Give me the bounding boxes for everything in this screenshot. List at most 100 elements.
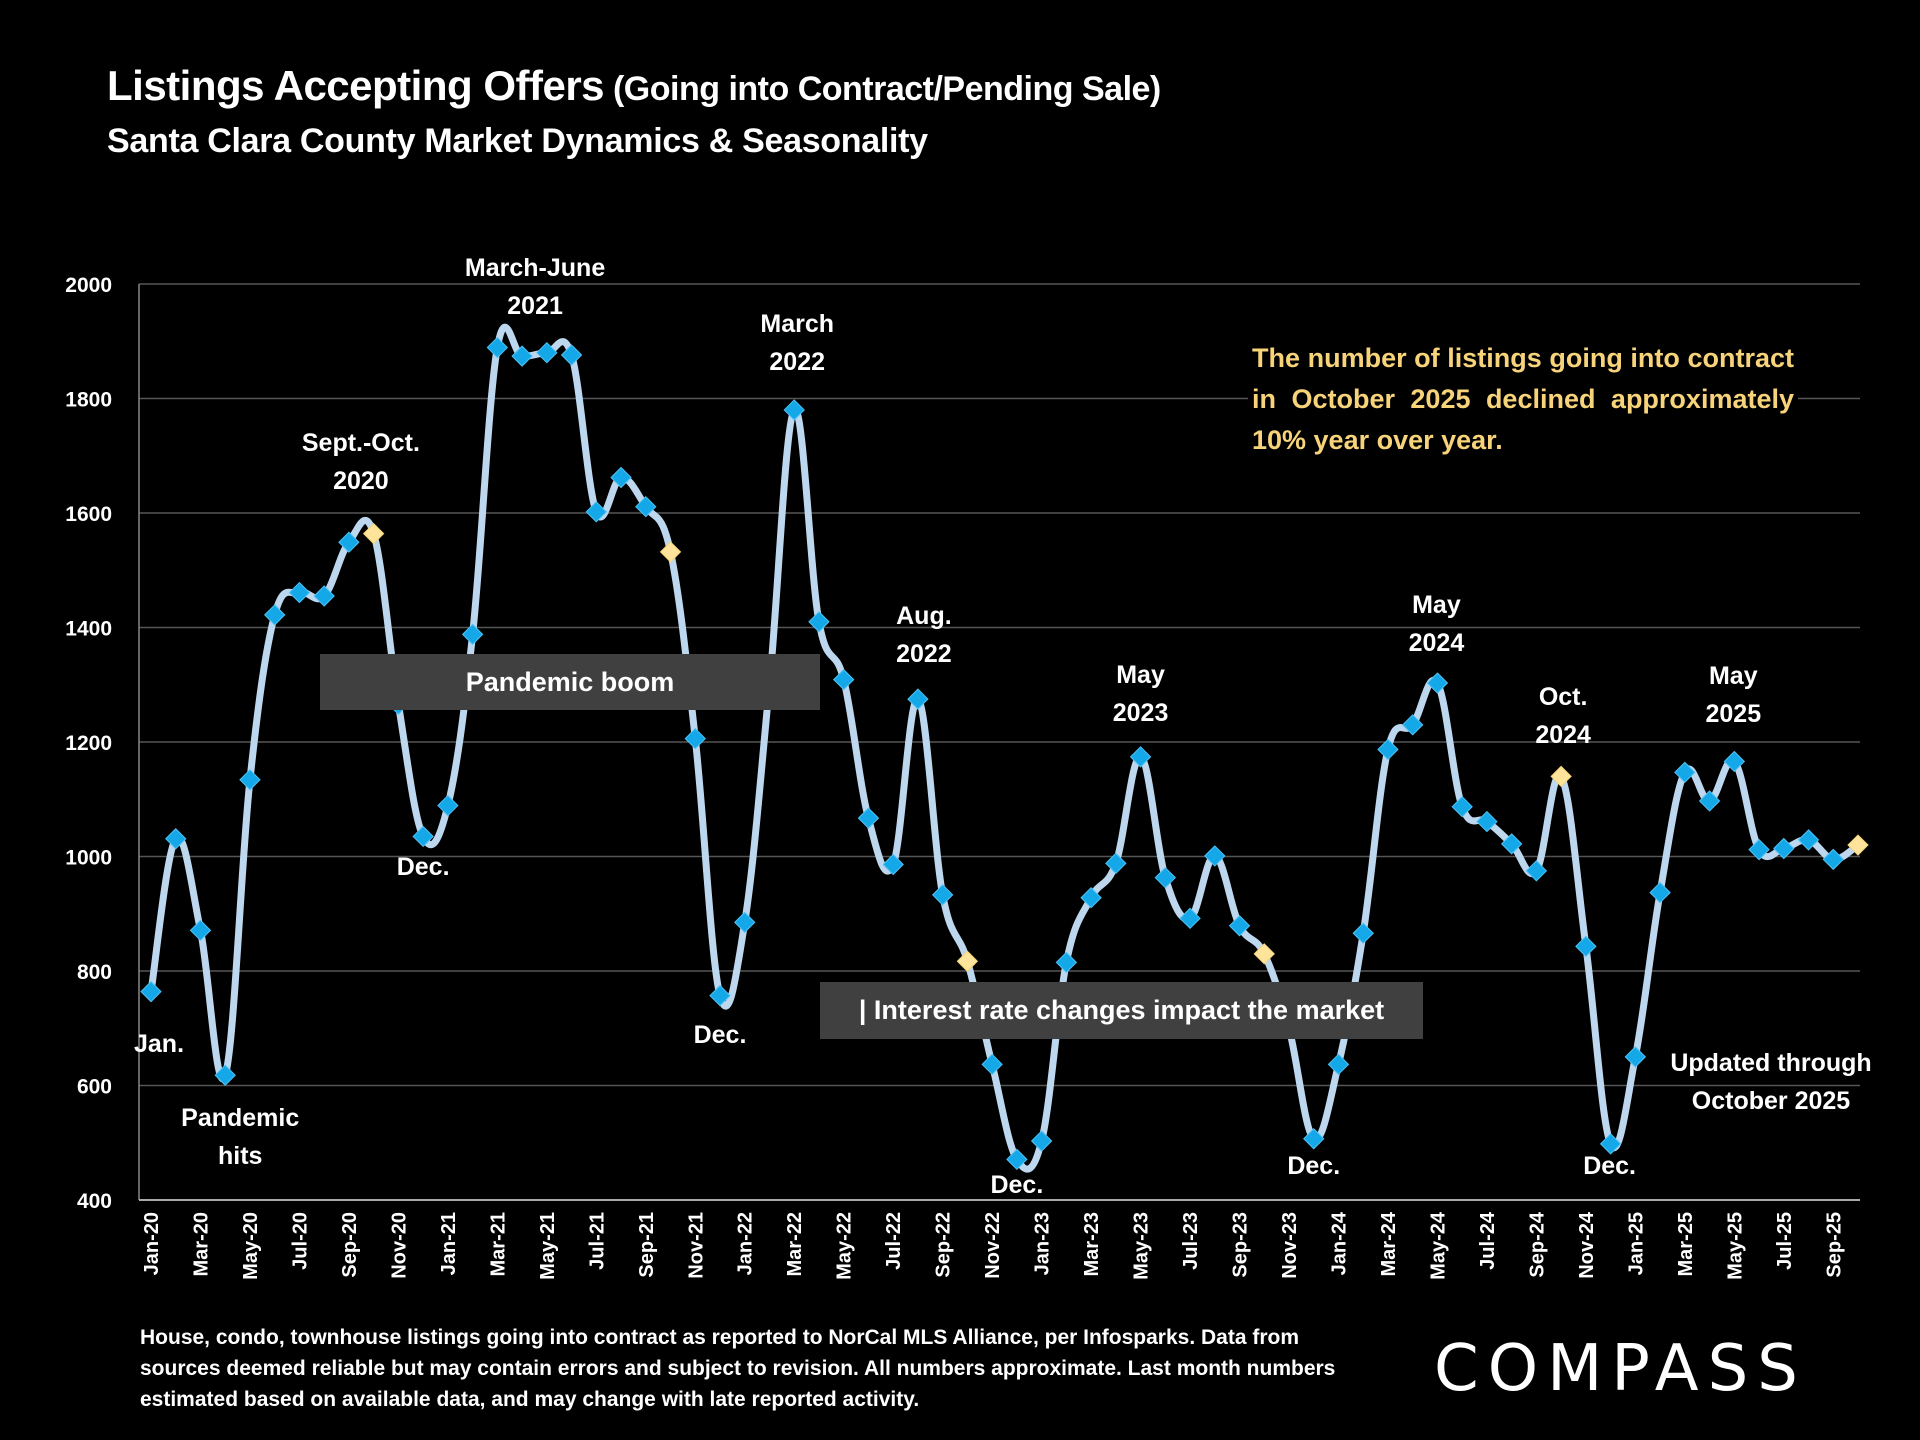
x-tick-label: Mar-21 [487,1212,509,1276]
annotation-label: May [1116,661,1165,689]
annotation-label: 2020 [333,467,389,495]
y-tick-label: 1400 [65,618,112,641]
x-tick-label: Mar-24 [1378,1211,1400,1276]
x-tick-label: Jan-24 [1328,1211,1350,1275]
compass-logo: COMPASS [1434,1332,1807,1406]
source-footnote: House, condo, townhouse listings going i… [140,1326,1336,1411]
data-point [1055,951,1078,974]
x-tick-label: Sep-25 [1823,1212,1845,1278]
annotation-label: Dec. [1287,1152,1340,1180]
data-point [1525,860,1548,882]
annotations: Jan. Pandemic hits Sept.-Oct. 2020 Dec. March-… [134,254,1872,1199]
data-point [808,611,830,633]
annotation-label: hits [218,1142,262,1170]
data-point [610,466,632,489]
x-tick-label: Jul-21 [586,1212,608,1270]
y-tick-label: 400 [77,1190,112,1213]
y-tick-label: 1800 [65,389,112,412]
annotation-label: Dec. [694,1021,747,1049]
annotation-label: March-June [465,254,605,282]
x-tick-label: Mar-25 [1675,1212,1697,1276]
x-tick-label: Nov-23 [1279,1212,1301,1279]
annotation-label: 2022 [896,640,952,668]
data-point [437,794,459,817]
data-point [1006,1148,1028,1171]
x-tick-label: May-21 [537,1212,559,1280]
data-point [412,825,434,848]
data-point [511,345,533,367]
data-point [931,884,954,906]
data-point [461,623,484,646]
data-point [313,585,335,607]
data-point-highlight [1847,834,1869,856]
annotation-label: Dec. [397,853,450,881]
chart-title: Listings Accepting Offers (Going into Co… [107,62,1161,110]
data-point [1748,838,1770,861]
data-point [734,911,756,934]
data-point [1674,761,1696,784]
x-tick-label: Sep-23 [1230,1212,1252,1278]
data-point [709,984,731,1007]
data-point [684,727,706,750]
annotation-label: March [760,310,834,338]
data-point [140,980,162,1003]
data-point [1797,829,1820,851]
x-tick-label: May-25 [1724,1212,1746,1280]
data-point [1822,848,1844,871]
x-tick-label: Mar-23 [1081,1212,1103,1276]
data-point [585,501,608,523]
chart-title-suffix: (Going into Contract/Pending Sale) [604,70,1161,108]
x-tick-label: Nov-20 [388,1212,410,1279]
annotation-label: Jan. [134,1030,184,1058]
data-point [486,336,509,359]
data-point-highlight [362,522,385,545]
annotation-label: Dec. [1583,1152,1636,1180]
annotation-label: October 2025 [1692,1087,1851,1115]
x-tick-label: Jan-23 [1032,1212,1054,1275]
x-tick-label: Jul-20 [289,1212,311,1270]
x-tick-label: Jul-24 [1477,1211,1499,1270]
annotation-label: May [1709,662,1758,690]
chart-subtitle: Santa Clara County Market Dynamics & Sea… [107,122,928,160]
x-tick-label: Nov-21 [685,1212,707,1279]
data-point [239,769,261,791]
data-point [635,495,657,518]
annotation-label: 2025 [1705,700,1761,728]
data-point [1377,738,1399,761]
y-tick-label: 1200 [65,732,112,755]
x-tick-label: Mar-20 [190,1212,212,1276]
data-point [1327,1053,1350,1076]
annotation-label: 2024 [1409,629,1465,657]
data-point [1500,833,1523,855]
annotation-label: Dec. [990,1171,1043,1199]
annotation-label: Oct. [1539,683,1588,711]
x-tick-label: May-24 [1427,1211,1449,1280]
data-point [1599,1133,1622,1155]
x-tick-label: Jul-23 [1180,1212,1202,1270]
data-point [1575,935,1597,958]
yoy-callout: The number of listings going into contra… [1248,338,1798,461]
x-tick-label: Sep-20 [339,1212,361,1278]
data-point [783,399,805,421]
data-point [882,853,904,876]
y-axis-ticks: 400 600 800 1000 1200 1400 1600 1800 2000 [65,274,112,1213]
x-tick-label: Nov-22 [982,1212,1004,1279]
data-point [536,341,558,364]
x-tick-label: Jan-21 [438,1212,460,1275]
y-tick-label: 1000 [65,847,112,870]
y-tick-label: 800 [77,961,112,984]
interest-rate-band: | Interest rate changes impact the marke… [820,982,1423,1039]
data-point [189,919,212,942]
data-point [214,1064,236,1086]
data-point [981,1053,1003,1076]
data-point [1179,907,1201,930]
data-point-highlight [659,541,682,563]
x-tick-label: Sep-24 [1526,1211,1548,1277]
data-point [1129,746,1152,768]
data-point [1030,1130,1053,1152]
x-tick-label: May-22 [834,1212,856,1280]
data-point [1204,845,1226,867]
x-tick-label: Sep-21 [636,1212,658,1278]
chart-title-main: Listings Accepting Offers [107,62,605,109]
